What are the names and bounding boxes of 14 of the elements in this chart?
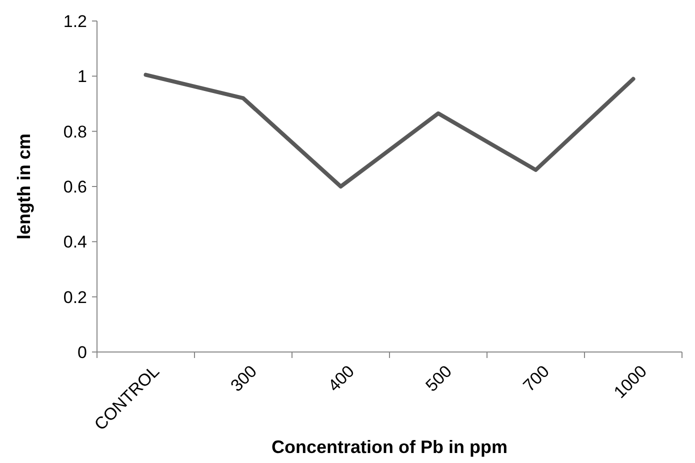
x-tick-label: 700 xyxy=(519,362,553,396)
x-tick-label: 400 xyxy=(324,362,358,396)
y-tick-label: 0.2 xyxy=(63,288,87,307)
y-tick-label: 1.2 xyxy=(63,12,87,31)
y-axis-title: length in cm xyxy=(14,133,34,240)
y-tick-label: 0.6 xyxy=(63,177,87,196)
y-tick-label: 0.4 xyxy=(63,232,87,252)
y-tick-label: 0.8 xyxy=(63,122,87,142)
x-tick-label: 500 xyxy=(422,362,456,396)
line-series xyxy=(144,72,636,188)
y-tick-label: 0 xyxy=(78,342,87,362)
x-axis-title: Concentration of Pb in ppm xyxy=(272,437,508,457)
x-tick-label: 300 xyxy=(226,362,260,396)
y-tick-label: 1 xyxy=(78,67,87,86)
